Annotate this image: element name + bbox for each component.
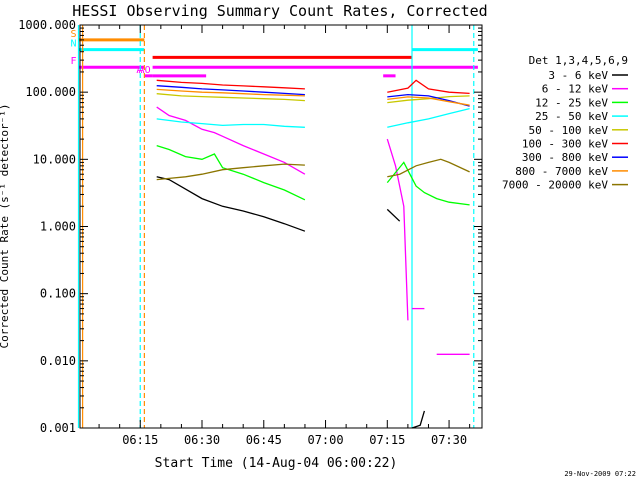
series-3-6-kev-segment-0 — [156, 176, 306, 232]
y-tick-label: 10.000 — [33, 152, 76, 166]
series-800-7000-kev-segment-1 — [387, 96, 470, 106]
x-axis-label: Start Time (14-Aug-04 06:00:22) — [155, 456, 398, 471]
x-tick-label: 07:15 — [369, 433, 405, 447]
series-12-25-kev-segment-1 — [386, 161, 470, 206]
legend-label-300-800-kev: 300 - 800 keV — [522, 151, 608, 164]
legend-label-3-6-kev: 3 - 6 keV — [548, 69, 608, 82]
series-50-100-kev-segment-0 — [156, 93, 305, 102]
x-axis: 06:15 06:30 06:45 07:00 07:15 07:30 — [98, 25, 471, 447]
series-50-100-kev-segment-1 — [387, 95, 470, 104]
y-tick-label: 1000.000 — [18, 18, 76, 32]
vertical-markers — [77, 25, 475, 428]
x-tick-label: 06:45 — [246, 433, 282, 447]
legend-label-50-100-kev: 50 - 100 keV — [529, 124, 609, 137]
legend-label-12-25-kev: 12 - 25 keV — [535, 96, 608, 109]
x-tick-label: 06:15 — [122, 433, 158, 447]
series-800-7000-kev-segment-0 — [156, 88, 305, 97]
series-100-300-kev-segment-1 — [387, 79, 470, 95]
series-7000-20000-kev-segment-1 — [387, 158, 470, 178]
flag-label-2: F — [70, 56, 76, 67]
series-25-50-kev-segment-0 — [156, 118, 305, 128]
series-300-800-kev-segment-0 — [156, 85, 305, 96]
flag-label-3: A — [136, 65, 142, 76]
flag-label-1: N — [70, 39, 76, 50]
series-12-25-kev-segment-0 — [156, 144, 306, 201]
x-tick-label: 07:00 — [307, 433, 343, 447]
y-tick-label: 0.100 — [40, 287, 76, 301]
legend-label-25-50-kev: 25 - 50 keV — [535, 110, 608, 123]
y-axis-label: Corrected Count Rate (s⁻¹ detector⁻¹) — [0, 103, 11, 348]
x-tick-label: 07:30 — [431, 433, 467, 447]
series-100-300-kev-segment-0 — [156, 79, 305, 90]
series-25-50-kev-segment-1 — [387, 107, 470, 128]
legend-label-7000-20000-kev: 7000 - 20000 keV — [502, 179, 608, 192]
series-3-6-kev-segment-2 — [411, 410, 426, 429]
legend-label-800-7000-kev: 800 - 7000 keV — [515, 165, 608, 178]
y-axis: 0.001 0.010 0.100 1.000 10.000 100.000 1000.00… — [18, 18, 482, 435]
timestamp: 29-Nov-2009 07:22 — [564, 470, 636, 478]
series-layer — [156, 79, 470, 429]
legend-label-100-300-kev: 100 - 300 keV — [522, 138, 608, 151]
series-6-12-kev-segment-0 — [156, 106, 306, 175]
series-6-12-kev-segment-1 — [386, 138, 409, 321]
y-tick-label: 0.010 — [40, 354, 76, 368]
legend-label-6-12-kev: 6 - 12 keV — [542, 83, 609, 96]
flag-label-0: S — [70, 29, 76, 40]
y-tick-label: 1.000 — [40, 220, 76, 234]
y-tick-label: 100.000 — [25, 85, 76, 99]
legend-title: Det 1,3,4,5,6,9 — [529, 54, 628, 67]
flag-label-4: AO — [139, 65, 151, 76]
series-7000-20000-kev-segment-0 — [156, 163, 305, 181]
x-tick-label: 06:30 — [184, 433, 220, 447]
series-3-6-kev-segment-1 — [386, 208, 401, 222]
chart-title: HESSI Observing Summary Count Rates, Cor… — [72, 2, 487, 20]
y-tick-label: 0.001 — [40, 421, 76, 435]
flags-layer: SNF AAO — [70, 29, 478, 78]
